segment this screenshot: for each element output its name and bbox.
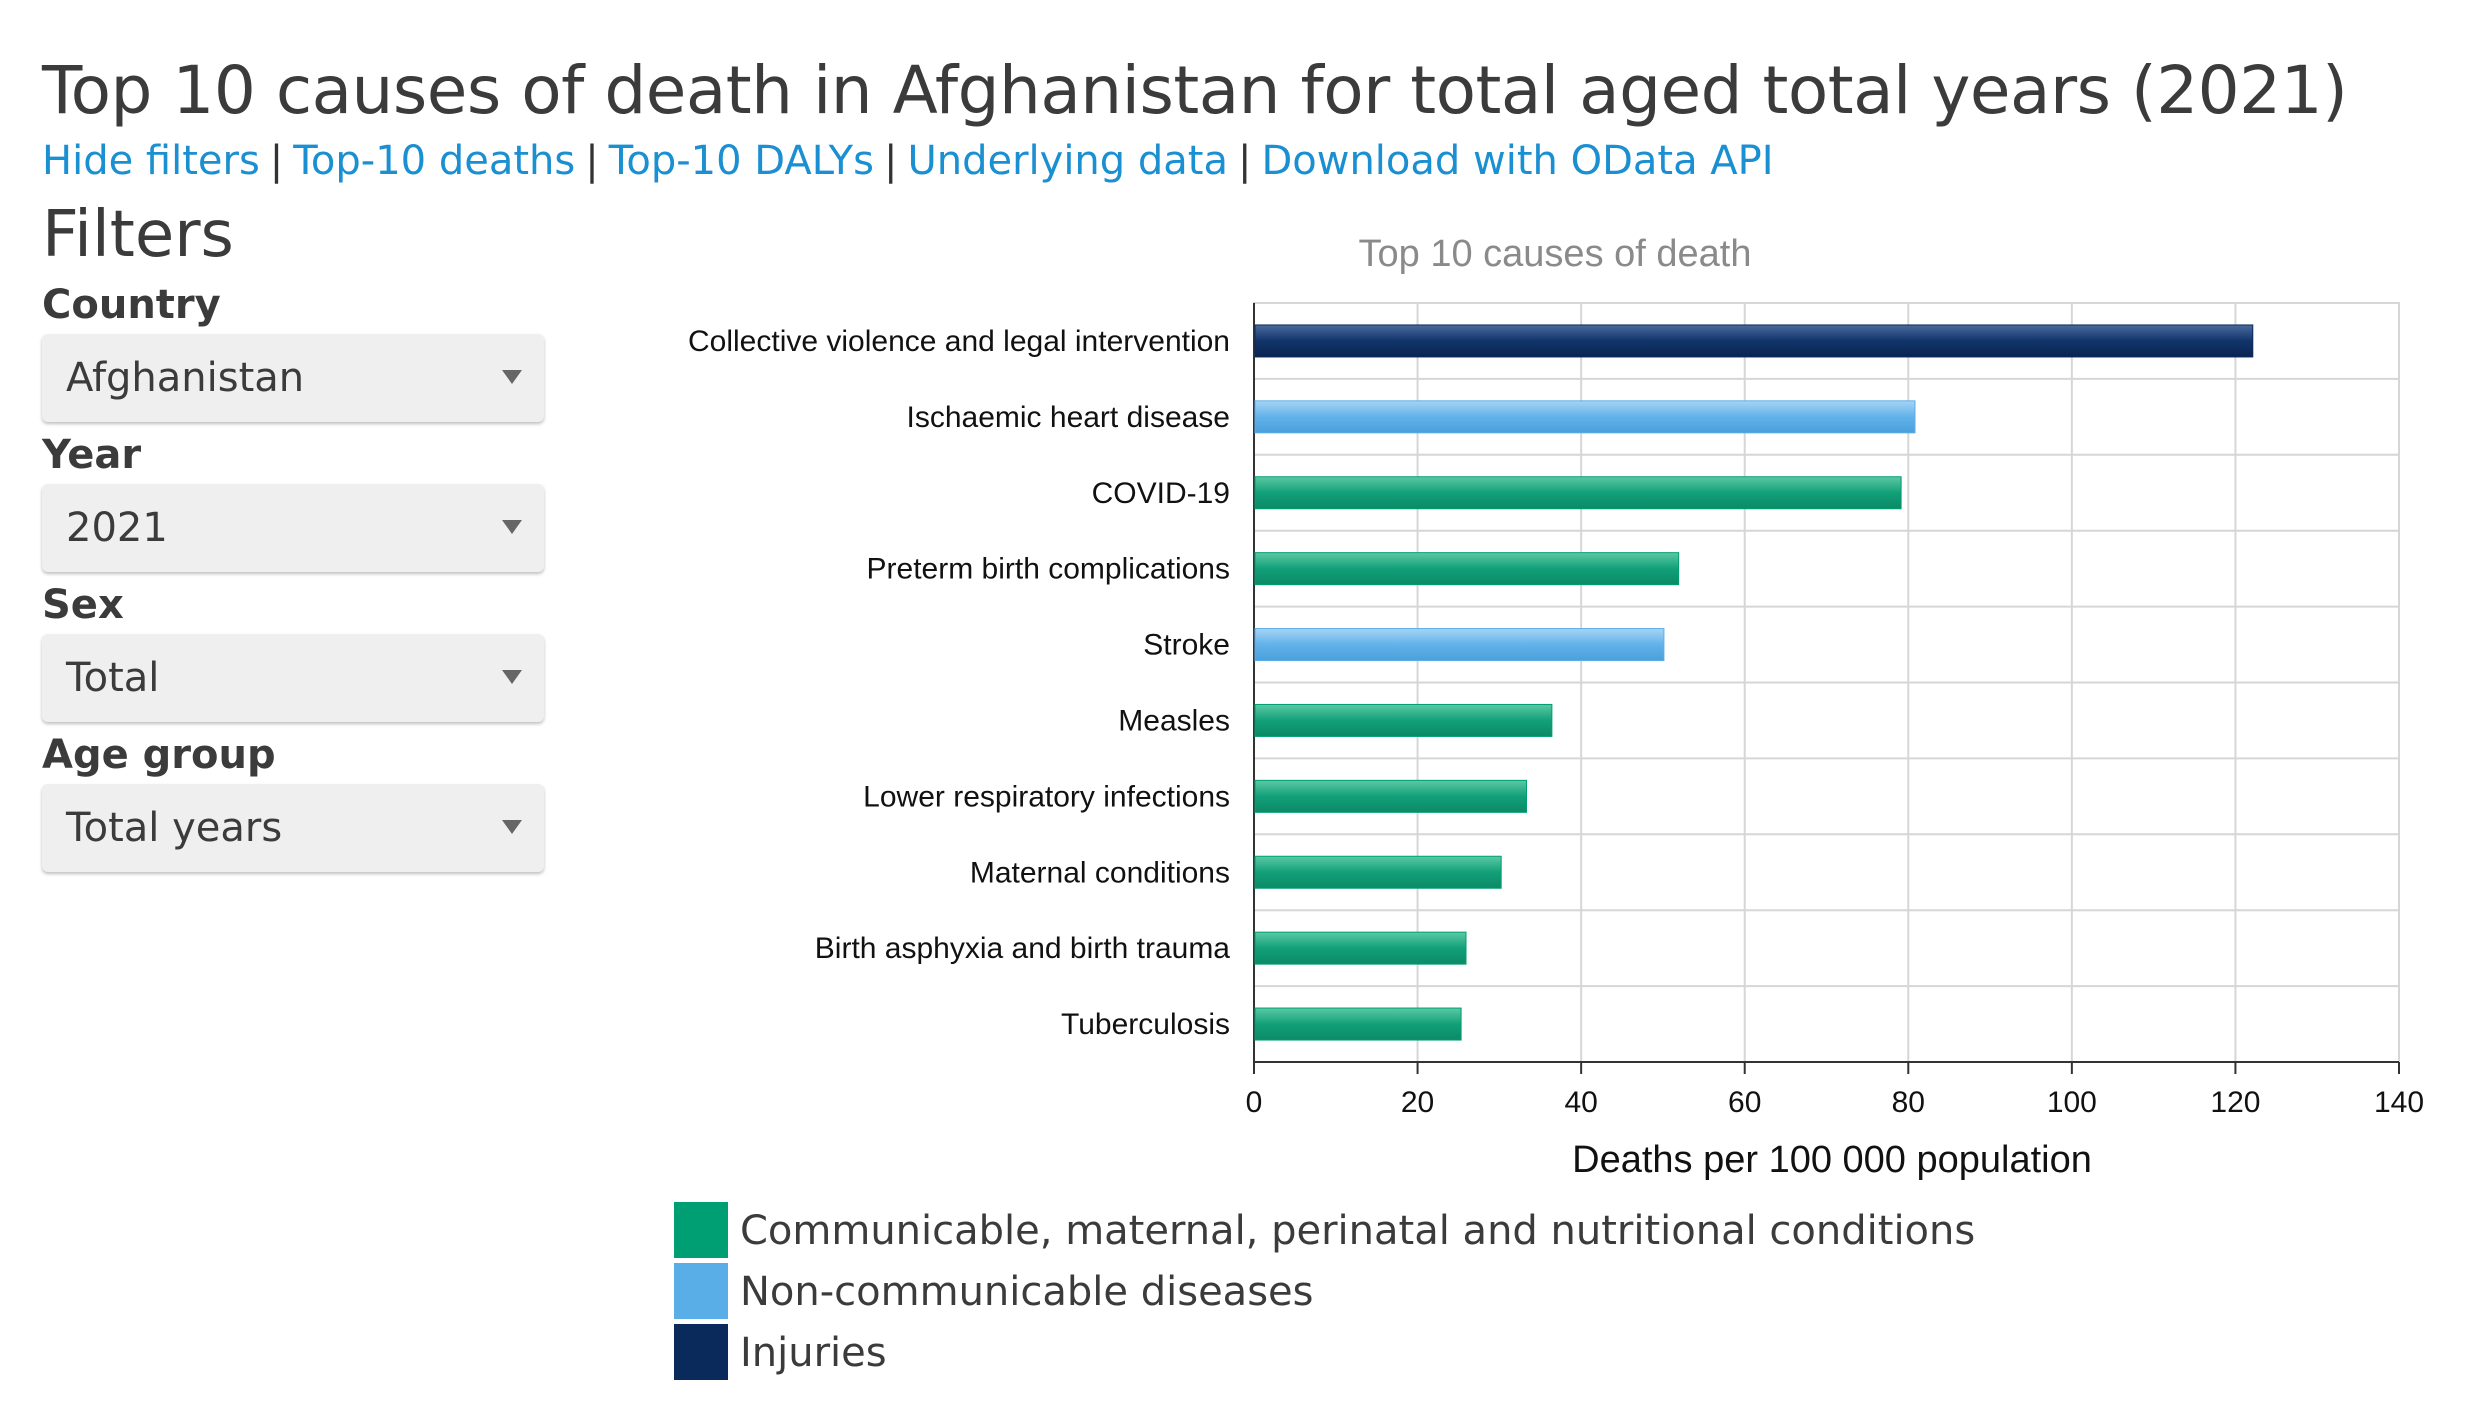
y-tick-label: Tuberculosis bbox=[1061, 1008, 1230, 1041]
x-tick-label: 60 bbox=[1728, 1086, 1761, 1119]
y-tick-label: Lower respiratory infections bbox=[863, 780, 1230, 813]
legend-swatch-communicable bbox=[674, 1202, 728, 1258]
sex-select-value: Total bbox=[66, 655, 160, 701]
age-group-select-value: Total years bbox=[66, 805, 283, 851]
age-group-label: Age group bbox=[42, 732, 276, 778]
year-label: Year bbox=[42, 432, 142, 478]
sex-label: Sex bbox=[42, 582, 124, 628]
y-tick-label: Ischaemic heart disease bbox=[907, 401, 1231, 434]
y-tick-label: Maternal conditions bbox=[970, 856, 1230, 889]
legend-swatch-injuries bbox=[674, 1324, 728, 1380]
nav-separator: | bbox=[585, 138, 599, 184]
chart-title: Top 10 causes of death bbox=[1359, 233, 1752, 275]
legend-label: Non-communicable diseases bbox=[740, 1269, 1314, 1315]
chevron-down-icon bbox=[502, 820, 522, 834]
country-select[interactable]: Afghanistan bbox=[42, 334, 544, 422]
page-title: Top 10 causes of death in Afghanistan fo… bbox=[42, 52, 2348, 129]
y-tick-label: Birth asphyxia and birth trauma bbox=[815, 932, 1231, 965]
legend-label: Communicable, maternal, perinatal and nu… bbox=[740, 1208, 1976, 1254]
x-axis-title: Deaths per 100 000 population bbox=[1572, 1139, 2092, 1181]
country-label: Country bbox=[42, 282, 221, 328]
bar[interactable] bbox=[1254, 855, 1502, 889]
bar[interactable] bbox=[1254, 400, 1916, 434]
bar[interactable] bbox=[1254, 779, 1528, 813]
bar[interactable] bbox=[1254, 931, 1467, 965]
top10-deaths-link[interactable]: Top-10 deaths bbox=[293, 138, 576, 184]
legend-swatch-ncd bbox=[674, 1263, 728, 1319]
x-tick-label: 140 bbox=[2374, 1086, 2424, 1119]
bar-chart: Top 10 causes of death Collective violen… bbox=[688, 233, 2424, 1181]
chevron-down-icon bbox=[502, 370, 522, 384]
chevron-down-icon bbox=[502, 670, 522, 684]
y-tick-label: Collective violence and legal interventi… bbox=[688, 325, 1230, 358]
bar[interactable] bbox=[1254, 324, 2254, 358]
y-tick-label: Stroke bbox=[1143, 629, 1230, 662]
x-tick-label: 20 bbox=[1401, 1086, 1434, 1119]
bar[interactable] bbox=[1254, 1007, 1462, 1041]
bar[interactable] bbox=[1254, 628, 1665, 662]
legend-label: Injuries bbox=[740, 1330, 887, 1376]
nav-links: Hide filters | Top-10 deaths | Top-10 DALYs |… bbox=[42, 138, 1774, 184]
x-tick-label: 100 bbox=[2047, 1086, 2097, 1119]
age-group-select[interactable]: Total years bbox=[42, 784, 544, 872]
hide-filters-link[interactable]: Hide filters bbox=[42, 138, 260, 184]
bar[interactable] bbox=[1254, 476, 1902, 510]
x-tick-label: 0 bbox=[1246, 1086, 1263, 1119]
chevron-down-icon bbox=[502, 520, 522, 534]
bar[interactable] bbox=[1254, 552, 1680, 586]
y-tick-label: COVID-19 bbox=[1092, 477, 1230, 510]
x-tick-label: 120 bbox=[2210, 1086, 2260, 1119]
filters-heading: Filters bbox=[42, 198, 234, 272]
y-tick-label: Preterm birth complications bbox=[867, 553, 1230, 586]
year-select[interactable]: 2021 bbox=[42, 484, 544, 572]
year-select-value: 2021 bbox=[66, 505, 168, 551]
y-tick-label: Measles bbox=[1118, 704, 1230, 737]
x-tick-label: 40 bbox=[1564, 1086, 1597, 1119]
nav-separator: | bbox=[269, 138, 284, 184]
nav-separator: | bbox=[883, 138, 898, 184]
x-tick-label: 80 bbox=[1892, 1086, 1925, 1119]
sex-select[interactable]: Total bbox=[42, 634, 544, 722]
underlying-data-link[interactable]: Underlying data bbox=[907, 138, 1228, 184]
bar[interactable] bbox=[1254, 703, 1553, 737]
nav-separator: | bbox=[1237, 138, 1252, 184]
top10-dalys-link[interactable]: Top-10 DALYs bbox=[608, 138, 874, 184]
odata-api-link[interactable]: Download with OData API bbox=[1261, 138, 1774, 184]
country-select-value: Afghanistan bbox=[66, 355, 305, 401]
